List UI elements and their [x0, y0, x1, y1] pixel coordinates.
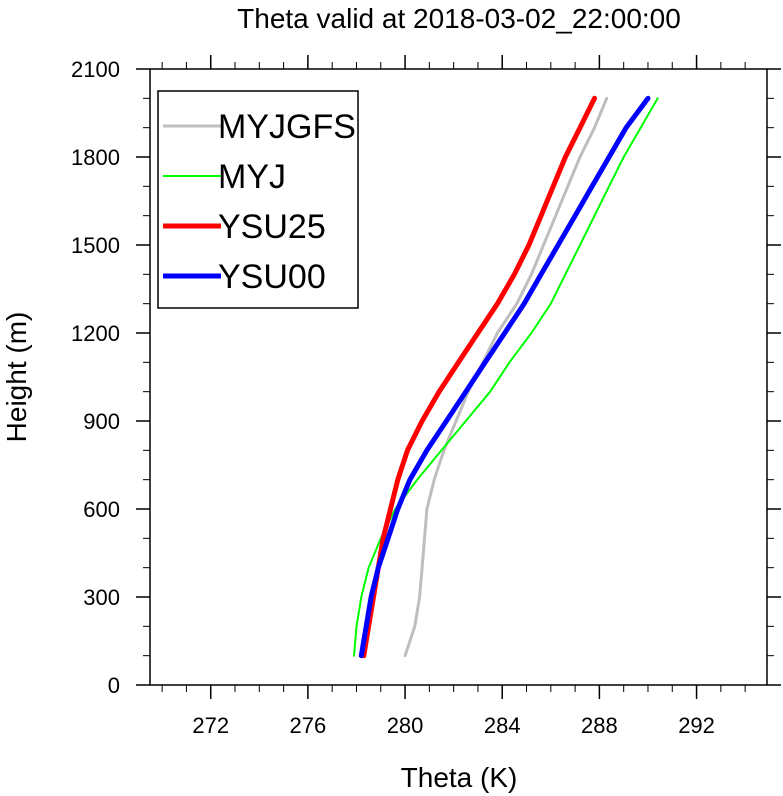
- x-tick-label: 288: [581, 713, 618, 738]
- plot-frame: [149, 68, 768, 686]
- y-tick-labels: 0 300 600 900 1200 1500 1800 2100: [71, 57, 120, 698]
- x-tick-labels: 272 276 280 284 288 292: [192, 713, 715, 738]
- x-tick-label: 284: [484, 713, 521, 738]
- y-tick-label: 0: [108, 673, 120, 698]
- legend: MYJGFS MYJ YSU25 YSU00: [157, 90, 359, 309]
- x-tick-label: 280: [387, 713, 424, 738]
- legend-items: MYJGFS MYJ YSU25 YSU00: [163, 108, 356, 296]
- y-tick-label: 1800: [71, 145, 120, 170]
- y-tick-label: 300: [83, 585, 120, 610]
- x-axis-label: Theta (K): [401, 762, 518, 793]
- legend-label-myjgfs: MYJGFS: [218, 108, 356, 146]
- chart-title: Theta valid at 2018-03-02_22:00:00: [237, 3, 681, 34]
- x-tick-label: 272: [192, 713, 229, 738]
- x-tick-label: 292: [678, 713, 715, 738]
- series-line-ysu00: [358, 95, 651, 659]
- major-ticks: [136, 55, 781, 699]
- y-tick-label: 1500: [71, 233, 120, 258]
- series-lines: [353, 95, 659, 659]
- x-tick-label: 276: [290, 713, 327, 738]
- y-tick-label: 600: [83, 497, 120, 522]
- y-tick-label: 900: [83, 409, 120, 434]
- series-line-myjgfs: [403, 96, 609, 658]
- legend-label-ysu25: YSU25: [218, 208, 326, 246]
- y-tick-label: 2100: [71, 57, 120, 82]
- y-tick-label: 1200: [71, 321, 120, 346]
- series-line-myj: [353, 97, 659, 657]
- y-axis-label: Height (m): [1, 312, 32, 443]
- legend-label-ysu00: YSU00: [218, 258, 326, 296]
- legend-label-myj: MYJ: [218, 158, 286, 196]
- series-line-ysu25: [361, 95, 597, 659]
